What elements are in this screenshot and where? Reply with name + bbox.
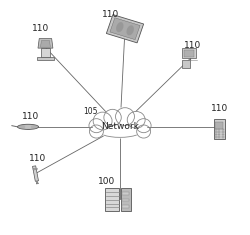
FancyBboxPatch shape — [222, 131, 224, 133]
Text: 100: 100 — [98, 177, 115, 186]
FancyBboxPatch shape — [222, 134, 224, 136]
FancyBboxPatch shape — [218, 137, 220, 138]
Text: 105: 105 — [83, 107, 98, 116]
Text: 110: 110 — [102, 10, 119, 19]
FancyBboxPatch shape — [37, 58, 54, 60]
FancyBboxPatch shape — [105, 188, 119, 211]
Ellipse shape — [31, 125, 38, 129]
FancyBboxPatch shape — [184, 50, 194, 57]
Circle shape — [128, 112, 147, 130]
FancyBboxPatch shape — [182, 59, 190, 68]
Polygon shape — [106, 15, 144, 43]
FancyBboxPatch shape — [215, 131, 217, 133]
FancyBboxPatch shape — [122, 199, 129, 201]
FancyBboxPatch shape — [215, 137, 217, 138]
FancyBboxPatch shape — [122, 192, 129, 195]
FancyBboxPatch shape — [214, 119, 226, 139]
FancyBboxPatch shape — [182, 48, 196, 58]
Text: 110: 110 — [184, 41, 201, 50]
FancyBboxPatch shape — [215, 134, 217, 136]
FancyBboxPatch shape — [222, 129, 224, 130]
FancyBboxPatch shape — [222, 137, 224, 138]
Ellipse shape — [126, 25, 134, 35]
Polygon shape — [36, 181, 38, 184]
Text: 110: 110 — [211, 104, 228, 113]
Polygon shape — [40, 40, 50, 47]
Text: 110: 110 — [32, 24, 49, 33]
Polygon shape — [110, 18, 140, 40]
Ellipse shape — [93, 115, 148, 138]
FancyBboxPatch shape — [215, 129, 217, 130]
FancyBboxPatch shape — [218, 131, 220, 133]
Text: Network: Network — [101, 122, 139, 131]
FancyBboxPatch shape — [218, 134, 220, 136]
FancyBboxPatch shape — [216, 122, 224, 129]
Circle shape — [93, 112, 112, 130]
FancyBboxPatch shape — [218, 129, 220, 130]
Text: 110: 110 — [22, 112, 39, 121]
Polygon shape — [38, 39, 53, 48]
Text: 110: 110 — [29, 154, 46, 163]
Circle shape — [103, 113, 118, 127]
Circle shape — [122, 113, 138, 127]
FancyBboxPatch shape — [121, 188, 130, 211]
Ellipse shape — [116, 22, 124, 32]
Polygon shape — [33, 168, 37, 170]
Ellipse shape — [18, 124, 38, 129]
Circle shape — [110, 108, 130, 128]
Ellipse shape — [18, 125, 25, 129]
FancyBboxPatch shape — [41, 48, 50, 58]
Polygon shape — [32, 166, 38, 181]
FancyBboxPatch shape — [122, 205, 129, 208]
